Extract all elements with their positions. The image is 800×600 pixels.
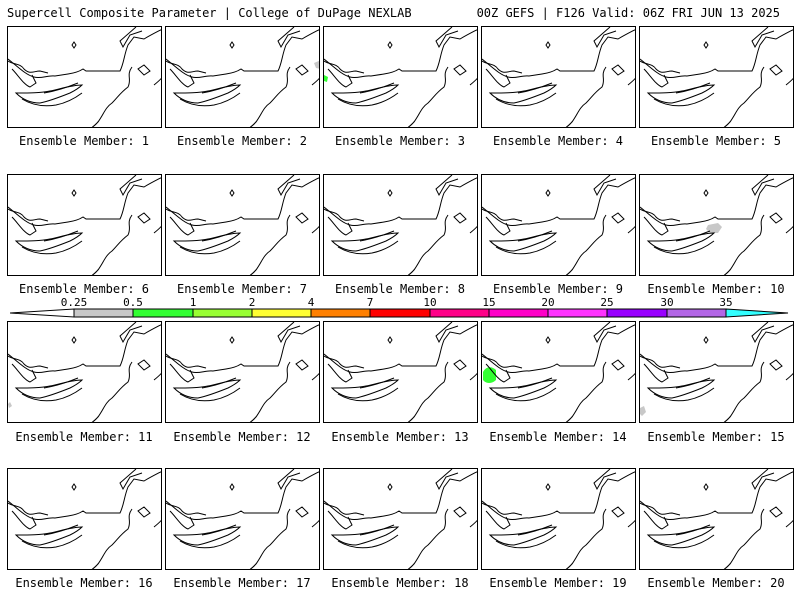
colorbar-tick-label: 35 (719, 296, 732, 309)
colorbar-segment (488, 308, 549, 318)
panel-label: Ensemble Member: 20 (647, 576, 785, 590)
colorbar-tick-label: 15 (482, 296, 495, 309)
panel-label: Ensemble Member: 14 (489, 430, 627, 444)
ensemble-map-panel (165, 321, 320, 423)
panel-label: Ensemble Member: 18 (331, 576, 469, 590)
colorbar-segment (606, 308, 668, 318)
colorbar-segment (73, 308, 134, 318)
panel-label: Ensemble Member: 2 (176, 134, 308, 148)
panel-label: Ensemble Member: 16 (15, 576, 153, 590)
ensemble-map-panel (639, 321, 794, 423)
panel-label: Ensemble Member: 6 (18, 282, 150, 296)
basemap-outline (166, 322, 319, 422)
panel-label: Ensemble Member: 19 (489, 576, 627, 590)
ensemble-map-panel (323, 26, 478, 128)
color-scale-bar: 0.25 0.5 1 2 4 7 10 15 20 25 30 35 (10, 296, 789, 318)
panel-label: Ensemble Member: 17 (173, 576, 311, 590)
basemap-outline (640, 175, 793, 275)
basemap-outline (640, 469, 793, 569)
panel-label: Ensemble Member: 12 (173, 430, 311, 444)
ensemble-map-panel (7, 174, 162, 276)
panel-label: Ensemble Member: 3 (334, 134, 466, 148)
colorbar-tick-label: 2 (249, 296, 256, 309)
ensemble-map-panel (7, 468, 162, 570)
panel-label: Ensemble Member: 5 (650, 134, 782, 148)
basemap-outline (324, 322, 477, 422)
basemap-outline (166, 175, 319, 275)
panel-label: Ensemble Member: 4 (492, 134, 624, 148)
colorbar-segment (251, 308, 312, 318)
colorbar-segment (132, 308, 194, 318)
basemap-outline (482, 27, 635, 127)
colorbar-tick-label: 4 (308, 296, 315, 309)
colorbar-segment (192, 308, 253, 318)
basemap-outline (482, 469, 635, 569)
ensemble-map-panel (481, 321, 636, 423)
ensemble-map-panel (639, 468, 794, 570)
ensemble-map-panel (323, 174, 478, 276)
basemap-outline (8, 175, 161, 275)
ensemble-map-panel (165, 468, 320, 570)
colorbar-segment (429, 308, 490, 318)
panel-label: Ensemble Member: 15 (647, 430, 785, 444)
colorbar-tick-label: 0.5 (123, 296, 143, 309)
basemap-outline (324, 175, 477, 275)
basemap-outline (482, 175, 635, 275)
ensemble-map-panel (165, 174, 320, 276)
panel-label: Ensemble Member: 8 (334, 282, 466, 296)
ensemble-map-panel (323, 468, 478, 570)
ensemble-map-panel (323, 321, 478, 423)
colorbar-segment (666, 308, 727, 318)
run-info: 00Z GEFS | F126 Valid: 06Z FRI JUN 13 20… (476, 6, 780, 20)
basemap-outline (8, 469, 161, 569)
panel-label: Ensemble Member: 1 (18, 134, 150, 148)
colorbar-overflow-arrow (725, 308, 789, 318)
basemap-outline (640, 322, 793, 422)
colorbar-segment (369, 308, 431, 318)
colorbar-tick-label: 0.25 (61, 296, 88, 309)
basemap-outline (166, 469, 319, 569)
colorbar-tick-label: 7 (367, 296, 374, 309)
panel-label: Ensemble Member: 7 (176, 282, 308, 296)
basemap-outline (640, 27, 793, 127)
ensemble-map-panel (639, 26, 794, 128)
colorbar-underflow-arrow (10, 308, 75, 318)
ensemble-map-panel (165, 26, 320, 128)
ensemble-map-panel (481, 468, 636, 570)
colorbar-segment (310, 308, 371, 318)
colorbar-tick-label: 1 (190, 296, 197, 309)
basemap-outline (8, 27, 161, 127)
basemap-outline (324, 469, 477, 569)
panel-label: Ensemble Member: 10 (647, 282, 785, 296)
panel-label: Ensemble Member: 9 (492, 282, 624, 296)
colorbar-tick-label: 25 (600, 296, 613, 309)
panel-label: Ensemble Member: 11 (15, 430, 153, 444)
panel-label: Ensemble Member: 13 (331, 430, 469, 444)
ensemble-map-panel (481, 174, 636, 276)
basemap-outline (166, 27, 319, 127)
colorbar-tick-label: 20 (541, 296, 554, 309)
basemap-outline (8, 322, 161, 422)
ensemble-map-panel (481, 26, 636, 128)
ensemble-map-panel (7, 26, 162, 128)
page-title: Supercell Composite Parameter | College … (7, 6, 412, 20)
basemap-outline (482, 322, 635, 422)
basemap-outline (324, 27, 477, 127)
colorbar-segment (547, 308, 608, 318)
colorbar-tick-label: 30 (660, 296, 673, 309)
ensemble-map-panel (639, 174, 794, 276)
colorbar-tick-label: 10 (423, 296, 436, 309)
ensemble-map-panel (7, 321, 162, 423)
